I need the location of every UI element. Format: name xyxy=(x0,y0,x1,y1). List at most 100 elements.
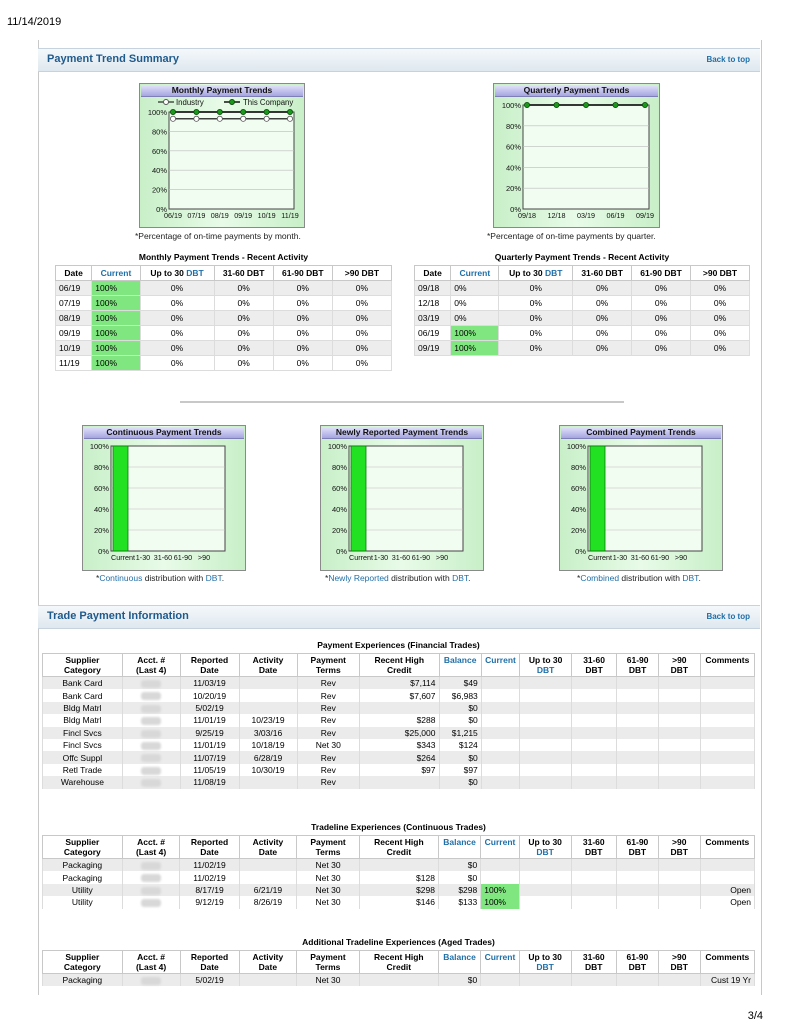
value-cell: 0% xyxy=(450,310,500,326)
dbt90plus-cell xyxy=(657,738,701,752)
date-cell: 06/19 xyxy=(413,325,452,341)
current-cell xyxy=(480,973,520,987)
acct-redacted xyxy=(121,676,181,690)
dbt30-cell xyxy=(518,896,572,909)
y-tick-label: 60% xyxy=(506,143,521,152)
reported-date-cell: 11/07/19 xyxy=(179,751,240,764)
dbt30-cell xyxy=(519,726,572,739)
trade-row: Warehouse 11/08/19 Rev $0 xyxy=(42,776,756,789)
current-cell: 100% xyxy=(480,883,520,897)
column-header: 31-60 DBT xyxy=(570,950,617,974)
chart-title: Quarterly Payment Trends xyxy=(495,85,658,97)
y-tick-label: 60% xyxy=(332,484,347,493)
data-point xyxy=(523,102,530,108)
dbt60-cell xyxy=(570,973,617,987)
data-point xyxy=(193,108,200,115)
activity-date-cell: 10/18/19 xyxy=(238,738,298,752)
trade-row: Bank Card 11/03/19 Rev $7,114 $49 xyxy=(42,676,756,690)
date-cell: 06/19 xyxy=(54,280,93,296)
dbt90-cell xyxy=(616,726,659,739)
column-header: 61-90 DBT xyxy=(616,653,659,677)
current-cell xyxy=(480,751,521,764)
trade-row: Bank Card 10/20/19 Rev $7,607 $6,983 xyxy=(42,689,756,702)
value-cell: 0% xyxy=(272,355,333,371)
value-cell: 0% xyxy=(450,295,500,311)
x-tick-label: 31-60 xyxy=(392,553,410,562)
column-header: >90 DBT xyxy=(657,950,701,974)
credit-cell: $264 xyxy=(358,751,440,764)
value-cell: 0% xyxy=(139,310,215,326)
date-cell: 09/19 xyxy=(54,325,93,341)
supplier-cell: Packaging xyxy=(42,858,123,872)
column-header: Up to 30 DBT xyxy=(518,835,572,859)
balance-cell: $0 xyxy=(438,751,482,764)
dbt60-cell xyxy=(570,676,618,690)
value-cell: 0% xyxy=(139,340,215,356)
trade-row: Packaging 5/02/19 Net 30 $0 Cust 19 Yr xyxy=(42,973,756,987)
value-cell: 0% xyxy=(690,295,750,311)
data-point xyxy=(583,102,590,108)
balance-cell: $0 xyxy=(438,776,482,789)
x-tick-label: 1-30 xyxy=(374,553,388,562)
current-cell xyxy=(480,871,520,884)
activity-date-cell xyxy=(238,858,298,872)
column-header: Date xyxy=(54,265,93,281)
column-header: 61-90 DBT xyxy=(272,265,333,281)
reported-date-cell: 5/02/19 xyxy=(179,701,240,715)
distribution-chart: Continuous Payment Trends 100% 80% 60% 40% 20… xyxy=(82,425,246,571)
value-cell: 0% xyxy=(690,340,750,356)
comments-cell xyxy=(699,858,756,872)
column-header: 61-90 DBT xyxy=(615,950,659,974)
dbt90-cell xyxy=(616,896,659,909)
back-to-top-link[interactable]: Back to top xyxy=(706,55,750,64)
column-header: Current xyxy=(480,653,521,677)
value-cell: 0% xyxy=(139,280,215,296)
comments-cell xyxy=(699,676,756,690)
activity-date-cell: 6/28/19 xyxy=(238,751,298,764)
supplier-cell: Fincl Svcs xyxy=(42,726,123,739)
value-cell: 0% xyxy=(498,325,574,341)
back-to-top-link[interactable]: Back to top xyxy=(706,612,750,621)
redacted-mark xyxy=(141,741,162,750)
value-cell: 0% xyxy=(331,340,393,356)
activity-date-cell xyxy=(238,776,298,789)
current-cell xyxy=(480,763,521,777)
terms-cell: Rev xyxy=(296,676,360,690)
dbt90plus-cell xyxy=(657,701,701,715)
terms-cell: Net 30 xyxy=(296,871,360,884)
value-cell: 0% xyxy=(631,280,692,296)
comments-cell xyxy=(699,689,756,702)
column-header: Date xyxy=(413,265,452,281)
trade-table: Supplier Category Acct. # (Last 4) Reported D… xyxy=(42,950,756,987)
legend-marker xyxy=(229,99,235,105)
comments-cell: Open xyxy=(699,896,756,909)
y-tick-label: 60% xyxy=(571,484,586,493)
y-tick-label: 20% xyxy=(152,186,167,195)
balance-cell: $124 xyxy=(438,738,482,752)
quarterly-chart-caption: *Percentage of on-time payments by quart… xyxy=(487,231,656,241)
column-header: Payment Terms xyxy=(296,950,360,974)
dbt90plus-cell xyxy=(657,896,701,909)
x-tick-label: >90 xyxy=(675,553,687,562)
dbt60-cell xyxy=(570,883,618,897)
terms-cell: Rev xyxy=(296,689,360,702)
section-title: Trade Payment Information xyxy=(47,610,189,622)
dbt60-cell xyxy=(570,714,618,727)
value-cell: 0% xyxy=(331,355,393,371)
x-tick-label: 06/19 xyxy=(607,211,625,220)
x-tick-label: 09/18 xyxy=(518,211,536,220)
balance-cell: $0 xyxy=(437,871,482,884)
activity-date-cell: 10/30/19 xyxy=(238,763,298,777)
x-tick-label: >90 xyxy=(198,553,210,562)
plot-area xyxy=(587,445,703,552)
chart-title: Newly Reported Payment Trends xyxy=(322,427,482,439)
acct-redacted xyxy=(121,738,181,752)
column-header: Balance xyxy=(437,835,482,859)
distribution-plot: 100% 80% 60% 40% 20% 0%Current 1-30 31-60 61-90 >… xyxy=(328,442,464,562)
comments-cell xyxy=(699,776,756,789)
activity-date-cell xyxy=(238,676,298,690)
value-cell: 100% xyxy=(91,340,141,356)
y-tick-label: 0% xyxy=(510,205,521,214)
dbt30-cell xyxy=(519,714,572,727)
value-cell: 0% xyxy=(572,280,633,296)
